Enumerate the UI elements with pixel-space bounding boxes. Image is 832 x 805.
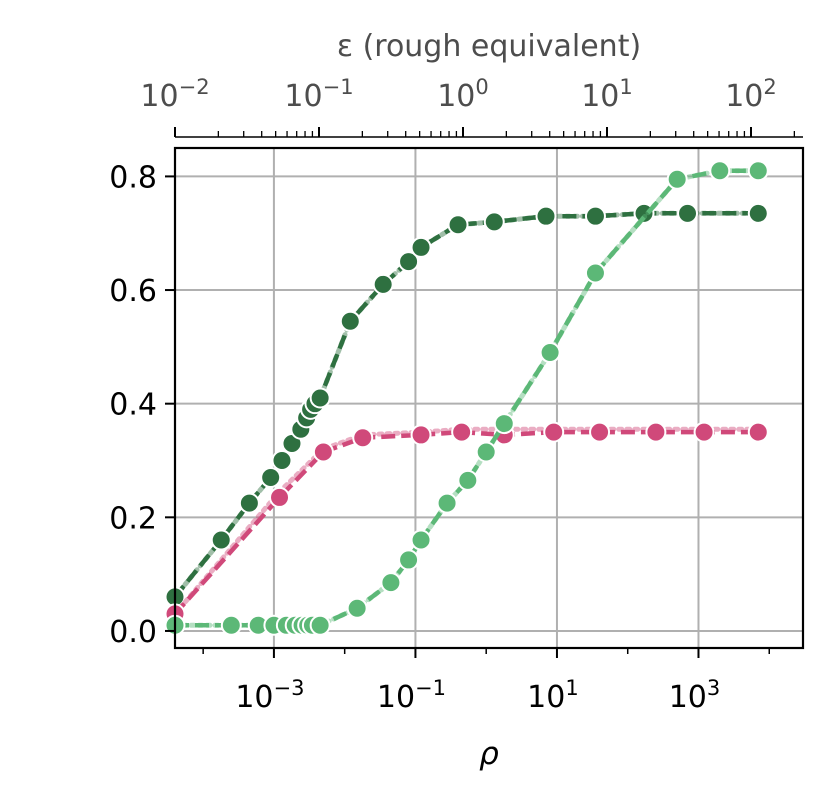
- data-point: [457, 469, 479, 491]
- data-point: [645, 421, 667, 443]
- data-point: [447, 214, 469, 236]
- series-line: [173, 211, 759, 599]
- data-point: [238, 492, 260, 514]
- data-point: [398, 549, 420, 571]
- data-point: [543, 421, 565, 443]
- data-point: [346, 597, 368, 619]
- x-tick-label: 101: [527, 676, 579, 715]
- data-point: [747, 202, 769, 224]
- data-point: [747, 160, 769, 182]
- data-point: [709, 160, 731, 182]
- axes: 10−3 10−1 101 103 0.0 0.2 0.4 0.6 0.8 10−2 10−1 100…: [109, 75, 803, 715]
- data-point: [451, 421, 473, 443]
- data-point: [589, 421, 611, 443]
- data-point: [677, 202, 699, 224]
- top-tick-label: 101: [581, 75, 633, 114]
- data-point: [410, 236, 432, 258]
- top-axis-title: ε (rough equivalent): [337, 29, 641, 64]
- y-tick-label: 0.2: [109, 501, 157, 536]
- data-point: [220, 614, 242, 636]
- series-dotted-line: [172, 210, 761, 600]
- series-dotted-line: [172, 426, 761, 617]
- y-tick-label: 0.6: [109, 274, 157, 309]
- data-point: [269, 486, 291, 508]
- data-point: [410, 529, 432, 551]
- series-dotted-line: [172, 168, 761, 628]
- data-point: [309, 614, 331, 636]
- data-point: [210, 529, 232, 551]
- data-point: [539, 342, 561, 364]
- series-layer: [164, 160, 769, 636]
- top-tick-label: 100: [437, 75, 489, 114]
- data-point: [309, 387, 331, 409]
- data-point: [260, 467, 282, 489]
- data-point: [475, 441, 497, 463]
- data-point: [535, 205, 557, 227]
- x-tick-label: 103: [669, 676, 721, 715]
- top-tick-label: 10−1: [284, 75, 353, 114]
- data-point: [693, 421, 715, 443]
- data-point: [271, 450, 293, 471]
- plot-frame: [173, 146, 805, 650]
- y-tick-label: 0.0: [109, 615, 157, 650]
- x-axis-title: ρ: [479, 736, 499, 772]
- y-tick-label: 0.8: [109, 160, 157, 195]
- data-point: [584, 262, 606, 284]
- top-tick-label: 10−2: [140, 75, 209, 114]
- data-point: [747, 421, 769, 443]
- top-tick-label: 102: [725, 75, 777, 114]
- x-tick-label: 10−1: [377, 676, 446, 715]
- series-line: [175, 168, 759, 628]
- data-point: [436, 492, 458, 514]
- series-line: [173, 429, 759, 616]
- data-point: [372, 273, 394, 295]
- data-point: [312, 441, 334, 463]
- data-point: [339, 310, 361, 332]
- data-point: [410, 424, 432, 446]
- data-point: [493, 413, 515, 435]
- data-point: [352, 427, 374, 449]
- data-point: [380, 572, 402, 594]
- data-point: [398, 251, 420, 273]
- x-tick-label: 10−3: [235, 676, 304, 715]
- y-tick-label: 0.4: [109, 388, 157, 423]
- data-point: [584, 205, 606, 227]
- data-point: [483, 211, 505, 233]
- data-point: [666, 168, 688, 190]
